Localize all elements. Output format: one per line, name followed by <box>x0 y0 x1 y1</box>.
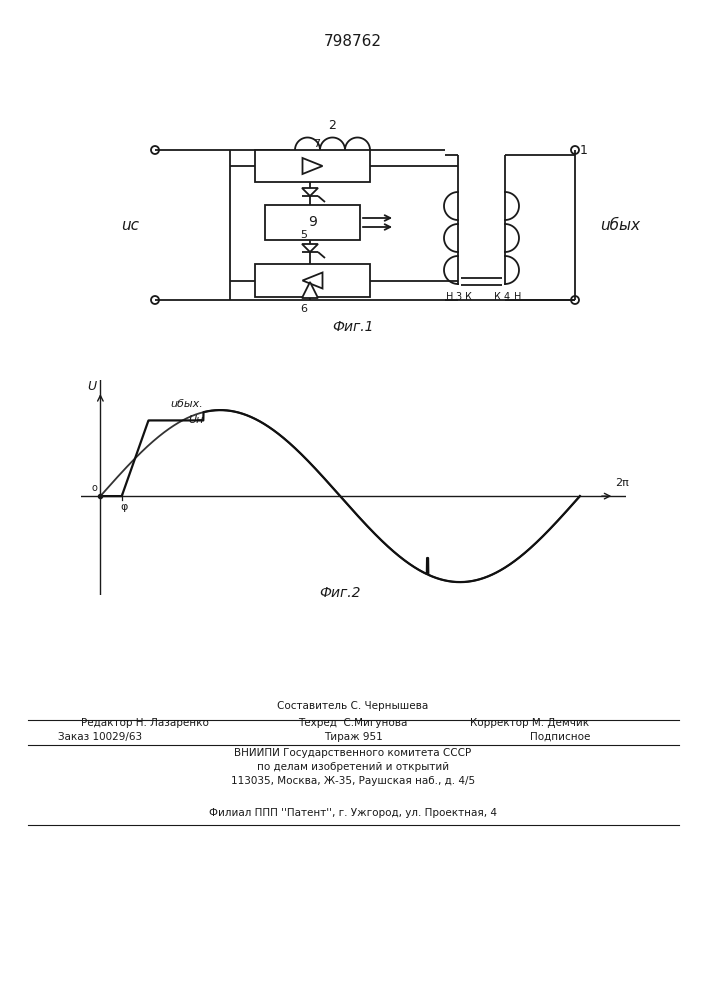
Text: uбых.: uбых. <box>170 399 204 409</box>
Text: Тираж 951: Тираж 951 <box>324 732 382 742</box>
Bar <box>255 150 370 182</box>
Text: ВНИИПИ Государственного комитета СССР: ВНИИПИ Государственного комитета СССР <box>235 748 472 758</box>
Text: Редактор Н. Лазаренко: Редактор Н. Лазаренко <box>81 718 209 728</box>
Bar <box>265 205 360 240</box>
Text: 3: 3 <box>455 292 461 302</box>
Text: Корректор М. Демчик: Корректор М. Демчик <box>470 718 590 728</box>
Text: Подписное: Подписное <box>530 732 590 742</box>
Text: Uн: Uн <box>188 415 204 425</box>
Text: Техред  С.Мигунова: Техред С.Мигунова <box>298 718 408 728</box>
Text: 9: 9 <box>308 216 317 230</box>
Polygon shape <box>303 272 322 288</box>
Text: U: U <box>88 380 97 393</box>
Text: Заказ 10029/63: Заказ 10029/63 <box>58 732 142 742</box>
Text: φ: φ <box>120 502 128 512</box>
Text: по делам изобретений и открытий: по делам изобретений и открытий <box>257 762 449 772</box>
Text: Составитель С. Чернышева: Составитель С. Чернышева <box>277 701 428 711</box>
Text: Фиг.2: Фиг.2 <box>320 586 361 600</box>
Text: Н: Н <box>514 292 522 302</box>
Text: 8: 8 <box>300 208 307 218</box>
Text: К: К <box>493 292 501 302</box>
Bar <box>255 264 370 297</box>
Text: 2: 2 <box>328 119 336 132</box>
Text: 4: 4 <box>504 292 510 302</box>
Text: uс: uс <box>121 218 139 232</box>
Text: 113035, Москва, Ж-35, Раушская наб., д. 4/5: 113035, Москва, Ж-35, Раушская наб., д. … <box>231 776 475 786</box>
Polygon shape <box>302 188 318 196</box>
Text: Н: Н <box>446 292 454 302</box>
Polygon shape <box>302 282 318 298</box>
Text: 2π: 2π <box>615 478 629 488</box>
Text: uбых: uбых <box>600 218 640 232</box>
Text: 6: 6 <box>300 304 307 314</box>
Polygon shape <box>302 244 318 252</box>
Text: 798762: 798762 <box>324 34 382 49</box>
Text: 7: 7 <box>313 139 320 149</box>
Text: К: К <box>464 292 472 302</box>
Text: 1: 1 <box>580 143 588 156</box>
Text: 5: 5 <box>300 230 307 240</box>
Polygon shape <box>303 158 322 174</box>
Text: Фиг.1: Фиг.1 <box>332 320 374 334</box>
Text: Филиал ППП ''Патент'', г. Ужгород, ул. Проектная, 4: Филиал ППП ''Патент'', г. Ужгород, ул. П… <box>209 808 497 818</box>
Text: о: о <box>91 483 98 493</box>
